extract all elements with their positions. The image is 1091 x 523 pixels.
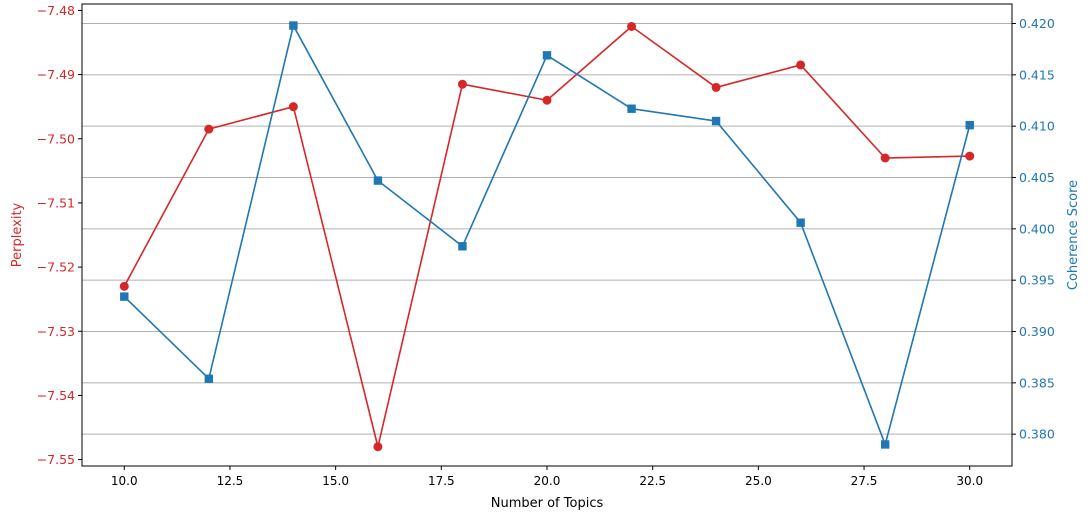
- x-axis-title: Number of Topics: [491, 496, 604, 511]
- coherence-score-point: [458, 242, 467, 251]
- left-tick-label: −7.54: [37, 388, 75, 403]
- right-tick-label: 0.395: [1019, 273, 1055, 288]
- right-tick-label: 0.385: [1019, 375, 1055, 390]
- perplexity-point: [119, 281, 129, 291]
- coherence-score-point: [880, 440, 890, 449]
- right-axis-title: Coherence Score: [1066, 180, 1081, 290]
- left-tick-label: −7.51: [37, 195, 75, 210]
- coherence-score-line: [123, 24, 971, 446]
- x-tick-label: 17.5: [428, 474, 455, 488]
- perplexity-point: [542, 95, 552, 105]
- grid-layer: [82, 23, 1012, 435]
- left-tick-label: −7.48: [37, 3, 75, 18]
- coherence-score-point: [711, 116, 721, 126]
- right-tick-label: 0.390: [1019, 324, 1055, 339]
- left-tick-label: −7.53: [37, 324, 75, 339]
- coherence-score-point: [204, 374, 214, 383]
- x-tick-label: 27.5: [851, 474, 878, 488]
- right-tick-label: 0.400: [1019, 221, 1055, 236]
- left-tick-label: −7.55: [37, 452, 75, 467]
- perplexity-point: [880, 153, 890, 163]
- x-tick-label: 15.0: [322, 474, 349, 488]
- coherence-score-point: [120, 292, 129, 301]
- left-tick-label: −7.49: [37, 67, 75, 82]
- right-tick-label: 0.420: [1019, 16, 1055, 31]
- perplexity-point: [796, 60, 806, 70]
- plot-frame: [81, 3, 1013, 467]
- axis-layer: 10.0 12.5 15.0 17.5 20.0 22.5 25.0 27.5 30.0 −7.4…: [37, 3, 1055, 488]
- perplexity-point: [965, 151, 975, 161]
- perplexity-point: [373, 442, 383, 452]
- right-tick-label: 0.410: [1019, 119, 1055, 134]
- x-tick-label: 25.0: [745, 474, 772, 488]
- perplexity-point: [457, 79, 467, 89]
- coherence-score-point: [373, 176, 383, 185]
- right-tick-label: 0.415: [1019, 67, 1055, 82]
- right-tick-label: 0.405: [1019, 170, 1055, 185]
- coherence-score-point: [965, 120, 974, 130]
- perplexity-point: [288, 102, 298, 112]
- perplexity-point: [627, 21, 637, 31]
- perplexity-point: [204, 124, 214, 134]
- x-tick-label: 22.5: [639, 474, 666, 488]
- right-tick-label: 0.380: [1019, 427, 1055, 442]
- coherence-score-point: [542, 51, 552, 60]
- perplexity-line: [123, 25, 970, 448]
- coherence-score-point: [627, 104, 636, 113]
- x-tick-label: 10.0: [111, 474, 138, 488]
- series-layer: [119, 21, 975, 452]
- coherence-score-point: [796, 218, 805, 227]
- x-tick-label: 12.5: [217, 474, 244, 488]
- left-tick-label: −7.50: [37, 131, 75, 146]
- left-axis-title: Perplexity: [10, 202, 25, 267]
- x-tick-label: 30.0: [956, 474, 983, 488]
- x-tick-label: 20.0: [534, 474, 561, 488]
- coherence-score-point: [289, 21, 298, 30]
- left-tick-label: −7.52: [37, 260, 75, 275]
- perplexity-point: [711, 82, 721, 92]
